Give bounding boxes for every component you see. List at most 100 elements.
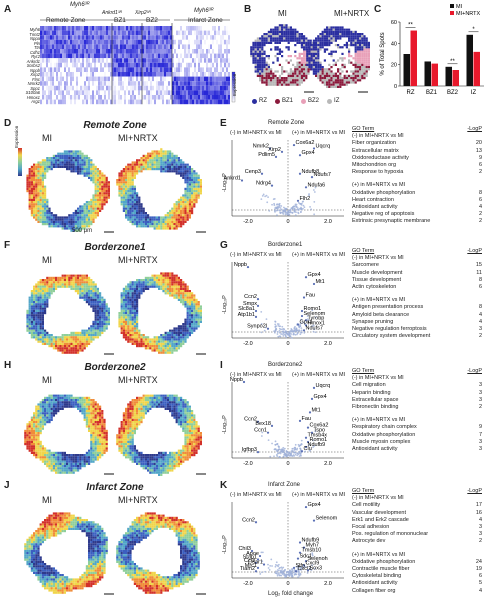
tissue-spot: [31, 327, 33, 329]
heatmap-cell: [146, 72, 148, 77]
tissue-spot: [303, 66, 305, 68]
go-term-value: 8: [479, 190, 482, 197]
tissue-spot: [324, 75, 326, 77]
tissue-spot: [352, 44, 354, 46]
tissue-spot: [33, 290, 35, 292]
tissue-spot: [359, 73, 361, 75]
heatmap-cell: [188, 77, 190, 82]
tissue-spot: [167, 214, 169, 216]
tissue-spot: [125, 170, 127, 172]
heatmap-cell: [78, 77, 80, 82]
tissue-spot: [167, 168, 169, 170]
tissue-spot: [301, 46, 303, 48]
heatmap-cell: [58, 86, 60, 91]
heatmap-cell: [58, 58, 60, 63]
heatmap-cell: [194, 40, 196, 45]
tissue-spot: [37, 199, 39, 201]
heatmap-cell: [84, 67, 86, 72]
tissue-spot: [73, 166, 75, 168]
tissue-spot: [274, 46, 276, 48]
heatmap-cell: [68, 100, 70, 105]
tissue-spot: [64, 150, 66, 152]
tissue-spot: [368, 51, 370, 53]
tissue-spot: [145, 216, 147, 218]
tissue-spot: [176, 161, 178, 163]
heatmap-cell: [98, 67, 100, 72]
tissue-spot: [29, 208, 31, 210]
heatmap-cell: [52, 77, 54, 82]
heatmap-cell: [196, 67, 198, 72]
tissue-spot: [339, 84, 341, 86]
tissue-spot: [77, 221, 79, 223]
heatmap-cell: [156, 44, 158, 49]
heatmap-cell: [126, 54, 128, 59]
tissue-spot: [35, 194, 37, 196]
heatmap-cell: [66, 90, 68, 95]
tissue-spot: [86, 332, 88, 334]
tissue-spot: [55, 164, 57, 166]
heatmap-cell: [202, 35, 204, 40]
tissue-spot: [357, 44, 359, 46]
heatmap-cell: [214, 63, 216, 68]
tissue-spot: [125, 168, 127, 170]
tissue-spot: [184, 170, 186, 172]
tissue-spot: [191, 208, 193, 210]
tissue-spot: [44, 164, 46, 166]
heatmap-cell: [224, 31, 226, 36]
tissue-spot: [95, 166, 97, 168]
heatmap-cell: [64, 35, 66, 40]
tissue-spot: [189, 179, 191, 181]
heatmap-cell: [54, 31, 56, 36]
tissue-spot: [88, 343, 90, 345]
tissue-spot: [180, 210, 182, 212]
tissue-spot: [263, 37, 265, 39]
tissue-spot: [81, 330, 83, 332]
heatmap-cell: [148, 77, 150, 82]
tissue-spot: [95, 188, 97, 190]
tissue-spot: [29, 186, 31, 188]
heatmap-cell: [162, 26, 164, 31]
tissue-spot: [147, 214, 149, 216]
tissue-spot: [35, 294, 37, 296]
tissue-spot: [125, 201, 127, 203]
heatmap-cell: [58, 77, 60, 82]
tissue-spot: [37, 175, 39, 177]
heatmap-cell: [198, 54, 200, 59]
tissue-spot: [156, 223, 158, 225]
tissue-spot: [274, 55, 276, 57]
heatmap-cell: [60, 49, 62, 54]
tissue-spot: [352, 79, 354, 81]
tissue-spot: [341, 84, 343, 86]
tissue-spot: [59, 159, 61, 161]
heatmap-cell: [186, 81, 188, 86]
heatmap-cell: [106, 72, 108, 77]
tissue-spot: [64, 283, 66, 285]
tissue-spot: [29, 312, 31, 314]
tissue-spot: [319, 77, 321, 79]
tissue-spot: [176, 227, 178, 229]
volcano-point: [295, 203, 297, 205]
tissue-spot: [123, 172, 125, 174]
tissue-spot: [162, 168, 164, 170]
tissue-spot: [162, 223, 164, 225]
tissue-spot: [125, 188, 127, 190]
tissue-spot: [145, 164, 147, 166]
heatmap-cell: [144, 49, 146, 54]
tissue-spot: [134, 219, 136, 221]
tissue-spot: [108, 310, 110, 312]
heatmap-cell: [82, 44, 84, 49]
heatmap-cell: [132, 67, 134, 72]
tissue-spot: [84, 281, 86, 283]
volcano-point: [292, 207, 294, 209]
tissue-spot: [40, 332, 42, 334]
tissue-spot: [48, 281, 50, 283]
heatmap-cell: [148, 35, 150, 40]
tissue-spot: [285, 37, 287, 39]
heatmap-cell: [154, 26, 156, 31]
tissue-spot: [79, 288, 81, 290]
heatmap-cell: [58, 26, 60, 31]
tissue-spot: [55, 216, 57, 218]
heatmap-cell: [50, 90, 52, 95]
tissue-spot: [187, 219, 189, 221]
heatmap-cell: [214, 100, 216, 105]
